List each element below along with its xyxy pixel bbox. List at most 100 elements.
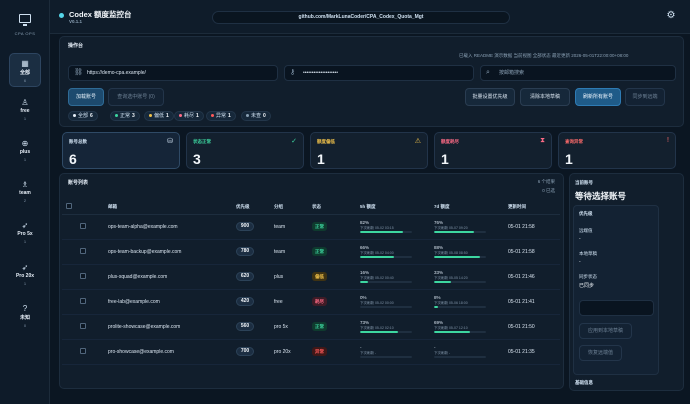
- search-input[interactable]: ⌕ 按邮箱搜索: [480, 65, 676, 81]
- row-checkbox[interactable]: [80, 247, 86, 254]
- sidebar-item-2[interactable]: ⊕ plus 1: [9, 134, 41, 168]
- local-draft-value: -: [579, 259, 581, 265]
- sync-remote-button[interactable]: 同步到远端: [625, 88, 665, 106]
- app-title: Codex 额度监控台: [69, 10, 132, 19]
- stat-card-2[interactable]: 额度偏低 ⚠ 1: [310, 132, 428, 169]
- api-key-input[interactable]: ⚷ ••••••••••••••••••••: [284, 65, 474, 81]
- result-count: 6 个结果: [537, 179, 555, 184]
- sidebar-item-1[interactable]: ♙ free 1: [9, 93, 41, 127]
- rocket-icon: ➶: [21, 263, 29, 272]
- sidebar-item-count: 1: [23, 281, 27, 286]
- quota-percent: 16%: [360, 269, 370, 275]
- filter-chip-4[interactable]: 异常 1: [206, 111, 236, 121]
- sidebar-item-0[interactable]: ▦ 全部 6: [9, 53, 41, 87]
- email-cell: ops-team-backup@example.com: [106, 239, 234, 265]
- sync-status-value: 已同步: [579, 283, 595, 289]
- stat-label: 状态正常: [193, 139, 211, 144]
- stat-card-3[interactable]: 额度耗尽 ⧗ 1: [434, 132, 552, 169]
- apply-local-button[interactable]: 应用到本地草稿: [579, 323, 632, 339]
- table-row[interactable]: prolite-showcase@example.com 560 pro 5x …: [62, 314, 560, 340]
- filter-chip-5[interactable]: 未查 0: [241, 111, 271, 121]
- sidebar-item-5[interactable]: ➶ Pro 20x 1: [9, 258, 41, 292]
- quota-reset: 下次刷新 05-06 18:00: [434, 300, 468, 305]
- table-row[interactable]: ops-team-backup@example.com 780 team 正常 …: [62, 239, 560, 265]
- table-row[interactable]: pro-showcase@example.com 700 pro 20x 异常 …: [62, 339, 560, 365]
- quota-reset: 下次刷新 05-02 00:40: [360, 275, 394, 280]
- sync-status-label: 同步状态: [579, 274, 597, 279]
- quota-bar: [434, 280, 486, 284]
- repo-link[interactable]: github.com/MarkLunaCoder/CPA_Codex_Quota…: [212, 11, 510, 24]
- quota-7: 69% 下次刷新 05-07 12:10: [434, 320, 506, 334]
- plus-circle-icon: ⊕: [21, 139, 29, 148]
- priority-badge[interactable]: 700: [236, 347, 254, 356]
- row-checkbox[interactable]: [80, 347, 86, 354]
- select-all-checkbox[interactable]: [66, 203, 72, 210]
- table-row[interactable]: plus-squad@example.com 620 plus 偏低 16% 下…: [62, 264, 560, 290]
- table-row[interactable]: free-lab@example.com 420 free 耗尽 0% 下次刷新…: [62, 289, 560, 315]
- chip-label: 异常: [216, 113, 227, 119]
- priority-badge[interactable]: 620: [236, 272, 254, 281]
- sidebar-item-6[interactable]: ? 未知 0: [9, 299, 41, 333]
- filter-chip-1[interactable]: 正常 3: [110, 111, 140, 121]
- quota-bar-fill: [434, 230, 474, 234]
- sidebar-item-label: 全部: [19, 70, 30, 76]
- status-badge: 耗尽: [312, 297, 327, 306]
- row-checkbox[interactable]: [80, 272, 86, 279]
- status-badge: 正常: [312, 322, 327, 331]
- filter-chip-0[interactable]: 全部 6: [68, 111, 98, 121]
- chip-count: 3: [132, 113, 135, 119]
- priority-section-title: 优先级: [579, 211, 593, 216]
- api-url-input[interactable]: ⛓ https://demo-cpa.example/: [68, 65, 278, 81]
- fetch-all-button[interactable]: 刷新所有账号: [575, 88, 621, 106]
- stat-card-0[interactable]: 账号总数 ⛁ 6: [62, 132, 180, 169]
- stat-card-4[interactable]: 查询异常 ! 1: [558, 132, 676, 169]
- stat-card-1[interactable]: 状态正常 ✓ 3: [186, 132, 304, 169]
- priority-badge[interactable]: 780: [236, 247, 254, 256]
- updated-cell: 05-01 21:58: [506, 239, 560, 265]
- status-dot: [246, 114, 249, 118]
- quota-bar-fill: [434, 305, 439, 309]
- filter-chip-2[interactable]: 偏低 1: [144, 111, 174, 121]
- sidebar-item-3[interactable]: ♗ team 2: [9, 175, 41, 209]
- sidebar-item-label: 未知: [19, 315, 30, 321]
- filter-chip-3[interactable]: 耗尽 1: [174, 111, 204, 121]
- gear-icon[interactable]: ⚙: [666, 10, 676, 21]
- query-selected-button[interactable]: 查询选中账号 (0): [108, 88, 164, 106]
- quota-bar: [434, 230, 486, 234]
- status-dot: [149, 114, 152, 118]
- chip-count: 1: [196, 113, 199, 119]
- table-row[interactable]: ops-team-alpha@example.com 900 team 正常 8…: [62, 214, 560, 240]
- select-all-header[interactable]: [62, 200, 106, 215]
- sidebar-item-count: 0: [23, 323, 27, 328]
- clear-local-button[interactable]: 清除本地草稿: [520, 88, 570, 106]
- batch-priority-button[interactable]: 批量设置优先级: [465, 88, 515, 106]
- chip-label: 全部: [78, 113, 89, 119]
- sidebar-item-count: 2: [23, 198, 27, 203]
- quota-5: - 下次刷新 -: [360, 345, 432, 359]
- quota-percent: 69%: [434, 319, 444, 325]
- row-checkbox[interactable]: [80, 222, 86, 229]
- search-placeholder: 按邮箱搜索: [499, 70, 525, 76]
- priority-badge[interactable]: 900: [236, 222, 254, 231]
- restore-remote-button[interactable]: 恢复远端值: [579, 345, 622, 361]
- row-checkbox[interactable]: [80, 322, 86, 329]
- group-cell: team: [272, 239, 310, 265]
- stat-value: 6: [69, 151, 77, 167]
- chip-count: 0: [263, 113, 266, 119]
- load-accounts-button[interactable]: 加载账号: [68, 88, 104, 106]
- column-header: 5h 额度: [358, 200, 432, 215]
- quota-5: 73% 下次刷新 05-02 02:10: [360, 320, 432, 334]
- priority-badge[interactable]: 420: [236, 297, 254, 306]
- quota-7: 88% 下次刷新 05-08 08:50: [434, 245, 506, 259]
- quota-5: 16% 下次刷新 05-02 00:40: [360, 270, 432, 284]
- quota-7: - 下次刷新 -: [434, 345, 506, 359]
- group-cell: team: [272, 214, 310, 240]
- api-key-value: ••••••••••••••••••••: [303, 70, 339, 76]
- sidebar-item-4[interactable]: ➶ Pro 5x 1: [9, 216, 41, 250]
- quota-reset: 下次刷新 05-02 04:00: [360, 250, 394, 255]
- priority-input[interactable]: [579, 300, 654, 316]
- priority-badge[interactable]: 560: [236, 322, 254, 331]
- quota-bar: [434, 255, 486, 259]
- app-logo: CPA OPS: [0, 14, 50, 36]
- row-checkbox[interactable]: [80, 297, 86, 304]
